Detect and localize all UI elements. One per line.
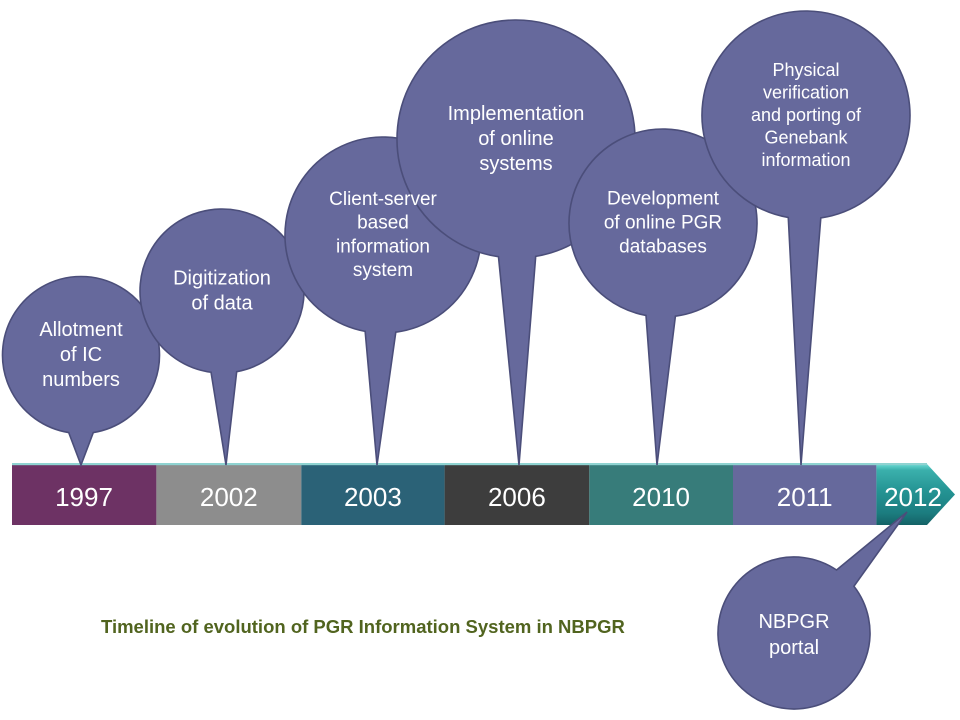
svg-text:and porting of: and porting of	[751, 105, 862, 125]
svg-text:Physical: Physical	[772, 60, 839, 80]
svg-text:of online: of online	[478, 128, 554, 150]
svg-text:verification: verification	[763, 83, 849, 103]
svg-text:information: information	[761, 150, 850, 170]
svg-text:Genebank: Genebank	[764, 128, 848, 148]
svg-text:of data: of data	[191, 293, 253, 315]
svg-text:Timeline of evolution of PGR: Timeline of evolution of PGR Information…	[101, 616, 625, 637]
svg-text:2006: 2006	[488, 482, 546, 512]
svg-text:systems: systems	[479, 153, 552, 175]
svg-text:NBPGR: NBPGR	[758, 611, 829, 633]
svg-text:system: system	[353, 260, 413, 281]
svg-text:Allotment: Allotment	[39, 319, 123, 341]
svg-text:Development: Development	[607, 189, 720, 210]
svg-text:2010: 2010	[632, 482, 690, 512]
svg-text:information: information	[336, 236, 430, 257]
svg-text:of online PGR: of online PGR	[604, 213, 722, 234]
svg-text:of IC: of IC	[60, 344, 102, 366]
svg-text:2011: 2011	[777, 482, 833, 512]
svg-text:Digitization: Digitization	[173, 268, 271, 290]
svg-text:2002: 2002	[200, 482, 258, 512]
svg-text:Client-server: Client-server	[329, 189, 437, 210]
svg-text:Implementation: Implementation	[448, 103, 585, 125]
svg-text:2003: 2003	[344, 482, 402, 512]
svg-text:2012: 2012	[884, 482, 942, 512]
svg-text:portal: portal	[769, 637, 819, 659]
svg-text:numbers: numbers	[42, 369, 120, 391]
svg-text:based: based	[357, 213, 409, 234]
svg-text:1997: 1997	[55, 482, 113, 512]
svg-text:databases: databases	[619, 236, 707, 257]
